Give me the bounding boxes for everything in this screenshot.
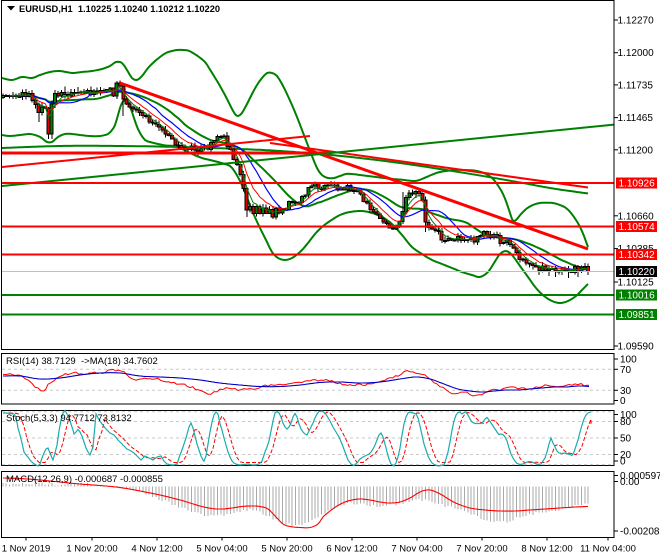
svg-text:100: 100 [620, 355, 637, 366]
svg-text:7 Nov 20:00: 7 Nov 20:00 [456, 544, 507, 555]
svg-text:0.000597: 0.000597 [620, 471, 660, 482]
svg-text:5 Nov 20:00: 5 Nov 20:00 [261, 544, 312, 555]
svg-text:1.10926: 1.10926 [619, 179, 656, 190]
svg-text:1.10125: 1.10125 [618, 278, 655, 289]
svg-text:50: 50 [620, 434, 632, 445]
svg-text:100: 100 [620, 410, 637, 421]
svg-text:1.12270: 1.12270 [618, 16, 655, 27]
svg-text:1.09851: 1.09851 [619, 310, 656, 321]
svg-text:7 Nov 04:00: 7 Nov 04:00 [391, 544, 442, 555]
svg-text:30: 30 [620, 386, 632, 397]
svg-text:1.09590: 1.09590 [618, 342, 655, 353]
svg-text:1.11200: 1.11200 [618, 145, 654, 156]
svg-text:1.11465: 1.11465 [618, 113, 654, 124]
svg-text:0.00: 0.00 [620, 477, 640, 488]
svg-text:20: 20 [620, 450, 632, 461]
svg-text:1.11735: 1.11735 [618, 80, 654, 91]
svg-text:6 Nov 12:00: 6 Nov 12:00 [326, 544, 377, 555]
svg-text:80: 80 [620, 417, 632, 428]
svg-text:1.10660: 1.10660 [618, 211, 655, 222]
svg-text:70: 70 [620, 365, 632, 376]
svg-text:1.12000: 1.12000 [618, 48, 655, 59]
svg-text:MACD(12,26,9) -0.000687 -0.000: MACD(12,26,9) -0.000687 -0.000855 [6, 474, 163, 485]
svg-text:RSI(14) 38.7129 ->MA(18) 34.7: RSI(14) 38.7129 ->MA(18) 34.7602 [6, 356, 158, 367]
svg-text:1.10220: 1.10220 [619, 267, 656, 278]
svg-text:Stoch(5,3,3) 94.7712 73.8132: Stoch(5,3,3) 94.7712 73.8132 [6, 413, 132, 424]
svg-text:8 Nov 12:00: 8 Nov 12:00 [521, 544, 572, 555]
svg-text:-0.002087: -0.002087 [620, 527, 660, 538]
svg-text:5 Nov 04:00: 5 Nov 04:00 [196, 544, 247, 555]
svg-text:1.10016: 1.10016 [619, 291, 656, 302]
svg-text:1.10574: 1.10574 [619, 222, 656, 233]
svg-text:4 Nov 12:00: 4 Nov 12:00 [131, 544, 182, 555]
svg-text:EURUSD,H1 1.10225 1.10240 1.1: EURUSD,H1 1.10225 1.10240 1.10212 1.1022… [19, 4, 220, 14]
svg-text:0: 0 [620, 457, 626, 468]
svg-text:1 Nov 2019: 1 Nov 2019 [2, 544, 51, 555]
svg-text:1.10342: 1.10342 [619, 250, 656, 261]
svg-text:1 Nov 20:00: 1 Nov 20:00 [66, 544, 117, 555]
svg-text:11 Nov 04:00: 11 Nov 04:00 [580, 544, 636, 555]
svg-text:0: 0 [620, 396, 626, 407]
